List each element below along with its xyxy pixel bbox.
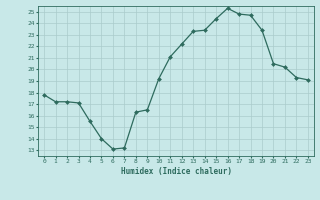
X-axis label: Humidex (Indice chaleur): Humidex (Indice chaleur) (121, 167, 231, 176)
